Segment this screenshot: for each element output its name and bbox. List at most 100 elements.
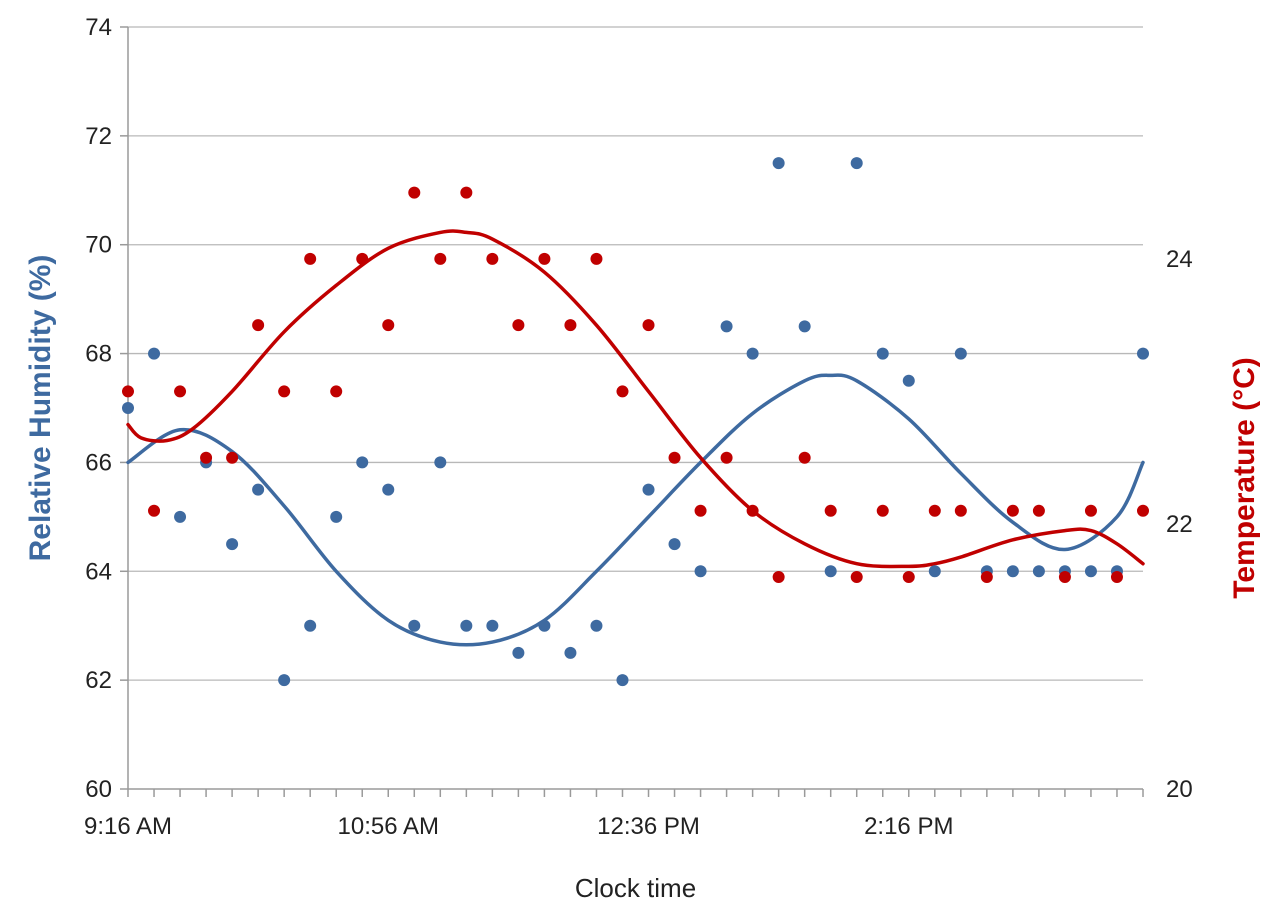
temperature-point — [486, 252, 499, 265]
temperature-point — [746, 504, 759, 517]
temperature-point — [408, 186, 421, 199]
humidity-point — [330, 510, 343, 523]
humidity-point — [590, 619, 603, 632]
temperature-point — [564, 319, 577, 332]
humidity-point — [538, 619, 551, 632]
data-points — [122, 157, 1149, 687]
y-tick-label: 64 — [85, 558, 112, 585]
temperature-point — [304, 252, 317, 265]
temperature-point — [590, 252, 603, 265]
y-tick-label: 66 — [85, 449, 112, 476]
temperature-point — [616, 385, 629, 398]
y-axis-ticks: 60 62 64 66 68 70 72 74 — [85, 14, 128, 803]
temperature-point — [954, 504, 967, 517]
x-axis-ticks: 9:16 AM 10:56 AM 12:36 PM 2:16 PM — [84, 789, 1144, 840]
temperature-point — [902, 570, 915, 583]
humidity-point — [564, 646, 577, 659]
temperature-point — [1032, 504, 1045, 517]
temperature-point — [356, 252, 369, 265]
temperature-point — [1137, 504, 1149, 517]
humidity-point — [902, 374, 915, 387]
humidity-point — [694, 565, 707, 578]
temperature-point — [434, 252, 447, 265]
humidity-point — [356, 456, 369, 469]
humidity-point — [304, 619, 317, 632]
humidity-point — [798, 320, 811, 333]
y2-tick-label: 20 — [1166, 776, 1193, 803]
y-tick-label: 74 — [85, 14, 112, 41]
humidity-point — [720, 320, 733, 333]
humidity-point — [850, 157, 863, 170]
y-tick-label: 60 — [85, 776, 112, 803]
temperature-point — [720, 451, 733, 464]
x-tick-label: 10:56 AM — [338, 813, 439, 840]
humidity-point — [772, 157, 785, 170]
y-tick-label: 62 — [85, 667, 112, 694]
humidity-point — [226, 538, 239, 551]
temperature-point — [1058, 570, 1071, 583]
humidity-point — [1006, 565, 1019, 578]
trend-lines — [126, 229, 1145, 647]
humidity-trend-line — [126, 373, 1145, 647]
temperature-trend-line — [126, 229, 1145, 569]
temperature-point — [668, 451, 681, 464]
y-axis-title: Relative Humidity (%) — [24, 255, 57, 562]
temperature-point — [1006, 504, 1019, 517]
y2-axis-title: Temperature (°C) — [1228, 357, 1261, 598]
humidity-point — [512, 646, 525, 659]
humidity-point — [174, 510, 187, 523]
humidity-point — [668, 538, 681, 551]
humidity-point — [876, 347, 889, 360]
humidity-point — [278, 674, 291, 687]
x-axis-title: Clock time — [575, 873, 696, 903]
temperature-point — [642, 319, 655, 332]
temperature-point — [122, 385, 134, 398]
humidity-point — [928, 565, 941, 578]
humidity-point — [824, 565, 837, 578]
temperature-point — [252, 319, 265, 332]
x-tick-label: 9:16 AM — [84, 813, 172, 840]
temperature-point — [148, 504, 161, 517]
y-tick-label: 72 — [85, 123, 112, 150]
humidity-point — [746, 347, 759, 360]
humidity-point — [460, 619, 473, 632]
temperature-point — [460, 186, 473, 199]
y2-axis-ticks: 20 22 24 — [1166, 246, 1193, 803]
temperature-point — [512, 319, 525, 332]
y-tick-label: 70 — [85, 232, 112, 259]
humidity-point — [408, 619, 421, 632]
y2-tick-label: 24 — [1166, 246, 1193, 273]
temperature-point — [928, 504, 941, 517]
temperature-point — [1110, 570, 1123, 583]
temperature-point — [382, 319, 395, 332]
humidity-point — [148, 347, 161, 360]
temperature-point — [538, 252, 551, 265]
temperature-point — [824, 504, 837, 517]
temperature-point — [226, 451, 239, 464]
humidity-point — [1032, 565, 1045, 578]
humidity-point — [616, 674, 629, 687]
humidity-point — [382, 483, 395, 496]
x-tick-label: 2:16 PM — [864, 813, 953, 840]
temperature-point — [772, 570, 785, 583]
temperature-point — [850, 570, 863, 583]
axes — [127, 27, 1143, 790]
temperature-point — [1084, 504, 1097, 517]
temperature-point — [278, 385, 291, 398]
temperature-point — [330, 385, 343, 398]
humidity-point — [1137, 347, 1149, 360]
temperature-point — [798, 451, 811, 464]
humidity-point — [486, 619, 499, 632]
temperature-point — [174, 385, 187, 398]
temperature-point — [200, 451, 213, 464]
humidity-point — [954, 347, 967, 360]
humidity-point — [122, 402, 134, 414]
humidity-point — [1084, 565, 1097, 578]
humidity-point — [434, 456, 447, 469]
temperature-point — [980, 570, 993, 583]
y-tick-label: 68 — [85, 341, 112, 368]
gridlines — [128, 26, 1143, 681]
temperature-point — [694, 504, 707, 517]
temperature-point — [876, 504, 889, 517]
